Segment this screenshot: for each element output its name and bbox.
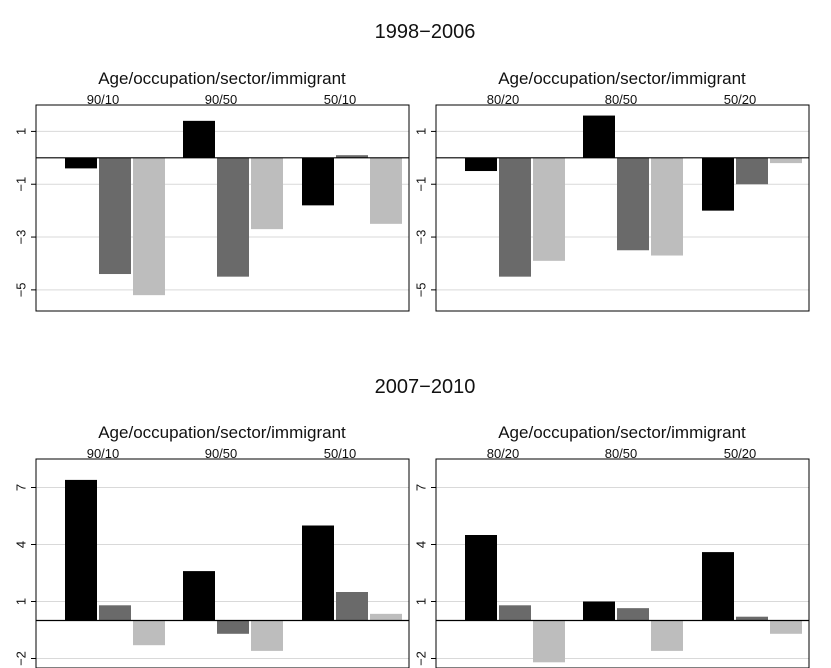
y-tick-label: 7 xyxy=(413,484,428,491)
y-tick-label: −2 xyxy=(13,651,28,666)
bar-50-10-series-2 xyxy=(336,592,368,621)
bar-50-20-series-3 xyxy=(770,157,802,164)
y-tick-label: 4 xyxy=(13,541,28,548)
bar-90-10-series-3 xyxy=(133,620,165,646)
period-title-1998-2006: 1998−2006 xyxy=(375,21,476,43)
plot-area xyxy=(436,459,809,668)
bar-90-10-series-2 xyxy=(99,605,131,621)
bar-90-50-series-2 xyxy=(217,620,249,634)
category-label-90-10: 90/10 xyxy=(87,446,120,461)
y-tick-label: −3 xyxy=(413,230,428,245)
y-tick-label: −3 xyxy=(13,230,28,245)
bar-90-50-series-3 xyxy=(251,620,283,651)
bar-90-50-series-3 xyxy=(251,157,283,230)
bar-90-10-series-1 xyxy=(65,479,97,621)
bar-50-20-series-2 xyxy=(736,616,768,621)
bar-80-20-series-2 xyxy=(499,157,531,277)
category-label-90-10: 90/10 xyxy=(87,92,120,107)
panel-1: Age/occupation/sector/immigrant 90/10 90/5… xyxy=(13,69,410,312)
bar-80-20-series-3 xyxy=(533,157,565,261)
bar-50-10-series-3 xyxy=(370,157,402,224)
bar-80-20-series-3 xyxy=(533,620,565,663)
y-tick-label: −5 xyxy=(413,282,428,297)
y-tick-label: 7 xyxy=(13,484,28,491)
bar-50-20-series-1 xyxy=(702,157,734,211)
y-tick-label: −5 xyxy=(13,282,28,297)
panel-title: Age/occupation/sector/immigrant xyxy=(498,423,746,442)
bar-50-10-series-1 xyxy=(302,525,334,621)
bar-80-20-series-1 xyxy=(465,157,497,172)
category-label-50-20: 50/20 xyxy=(724,92,757,107)
y-tick-label: −1 xyxy=(413,177,428,192)
bar-80-50-series-2 xyxy=(617,608,649,621)
chart-panels: Age/occupation/sector/immigrant 90/10 90/5… xyxy=(13,69,810,668)
category-label-50-10: 50/10 xyxy=(324,446,357,461)
bar-50-10-series-2 xyxy=(336,155,368,158)
category-label-90-50: 90/50 xyxy=(205,92,238,107)
panel-3: Age/occupation/sector/immigrant 90/10 90/5… xyxy=(13,423,410,668)
bar-90-50-series-1 xyxy=(183,120,215,158)
bar-90-50-series-1 xyxy=(183,571,215,621)
bar-50-10-series-3 xyxy=(370,613,402,621)
bar-80-50-series-2 xyxy=(617,157,649,251)
panel-title: Age/occupation/sector/immigrant xyxy=(98,423,346,442)
bar-90-10-series-3 xyxy=(133,157,165,296)
category-label-90-50: 90/50 xyxy=(205,446,238,461)
bar-80-20-series-1 xyxy=(465,535,497,621)
panel-title: Age/occupation/sector/immigrant xyxy=(498,69,746,88)
y-tick-label: 1 xyxy=(413,128,428,135)
bar-50-10-series-1 xyxy=(302,157,334,206)
category-label-50-10: 50/10 xyxy=(324,92,357,107)
y-tick-label: 1 xyxy=(13,598,28,605)
bar-90-10-series-2 xyxy=(99,157,131,275)
plot-frame xyxy=(35,104,410,312)
y-tick-label: −2 xyxy=(413,651,428,666)
y-tick-label: 1 xyxy=(413,598,428,605)
period-title-2007-2010: 2007−2010 xyxy=(375,376,476,398)
plot-frame xyxy=(435,104,810,312)
plot-frame xyxy=(35,458,410,668)
category-label-80-20: 80/20 xyxy=(487,92,520,107)
bar-50-20-series-1 xyxy=(702,552,734,621)
panel-4: Age/occupation/sector/immigrant 80/20 80/5… xyxy=(413,423,810,668)
y-tick-label: −1 xyxy=(13,177,28,192)
bar-50-20-series-3 xyxy=(770,620,802,634)
panel-2: Age/occupation/sector/immigrant 80/20 80/5… xyxy=(413,69,810,312)
bar-80-50-series-1 xyxy=(583,115,615,158)
y-tick-label: 1 xyxy=(13,128,28,135)
panel-title: Age/occupation/sector/immigrant xyxy=(98,69,346,88)
category-label-80-50: 80/50 xyxy=(605,446,638,461)
category-label-80-20: 80/20 xyxy=(487,446,520,461)
bar-50-20-series-2 xyxy=(736,157,768,185)
bar-90-10-series-1 xyxy=(65,157,97,169)
bar-90-50-series-2 xyxy=(217,157,249,277)
bar-80-20-series-2 xyxy=(499,605,531,621)
category-label-80-50: 80/50 xyxy=(605,92,638,107)
y-tick-label: 4 xyxy=(413,541,428,548)
plot-frame xyxy=(435,458,810,668)
category-label-50-20: 50/20 xyxy=(724,446,757,461)
bar-80-50-series-1 xyxy=(583,601,615,621)
bar-80-50-series-3 xyxy=(651,157,683,256)
bar-80-50-series-3 xyxy=(651,620,683,651)
